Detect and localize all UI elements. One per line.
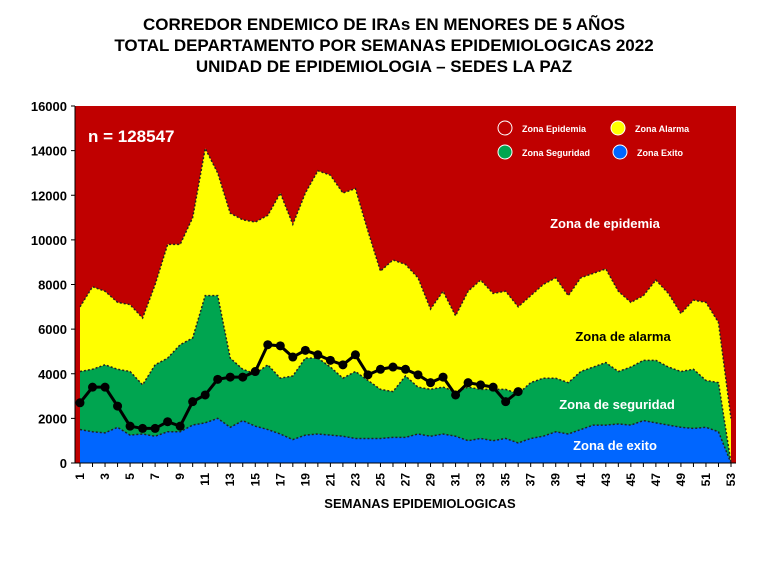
cases-point	[100, 382, 110, 392]
x-tick-label: 15	[248, 473, 262, 487]
cases-point	[213, 374, 223, 384]
legend-label: Zona Seguridad	[522, 148, 590, 158]
x-tick-label: 41	[574, 473, 588, 487]
cases-point	[125, 421, 135, 431]
cases-point	[426, 378, 436, 388]
cases-point	[238, 372, 248, 382]
x-tick-label: 7	[148, 473, 162, 480]
legend-marker	[497, 144, 513, 160]
y-tick-label: 14000	[31, 144, 67, 159]
zone-label-alarma: Zona de alarma	[575, 329, 671, 344]
y-tick-label: 12000	[31, 188, 67, 203]
y-tick-label: 2000	[38, 411, 67, 426]
chart-title-line-3: UNIDAD DE EPIDEMIOLOGIA – SEDES LA PAZ	[195, 57, 573, 76]
cases-point	[313, 350, 323, 360]
x-tick-label: 45	[624, 473, 638, 487]
chart-title-line-2: TOTAL DEPARTAMENTO POR SEMANAS EPIDEMIOL…	[114, 36, 654, 55]
cases-point	[325, 355, 335, 365]
cases-point	[463, 378, 473, 388]
x-tick-label: 27	[399, 473, 413, 487]
cases-point	[175, 421, 185, 431]
x-tick-label: 29	[424, 473, 438, 487]
cases-point	[163, 417, 173, 427]
zone-label-exito: Zona de exito	[573, 438, 657, 453]
zone-alarma-area-border	[79, 146, 732, 419]
cases-point	[513, 387, 523, 397]
cases-point	[350, 350, 360, 360]
cases-point	[476, 380, 486, 390]
cases-point	[401, 364, 410, 374]
cases-point	[363, 370, 373, 380]
x-tick-label: 51	[699, 473, 713, 487]
zone-seguridad-area-border	[79, 294, 732, 464]
x-axis-label: SEMANAS EPIDEMIOLOGICAS	[324, 496, 516, 511]
legend-label: Zona Exito	[637, 148, 684, 158]
cases-point	[375, 364, 385, 374]
zone-exito-area-border	[79, 417, 732, 464]
legend-marker	[612, 144, 628, 160]
cases-point	[188, 397, 198, 407]
cases-point	[488, 382, 498, 392]
cases-point	[275, 341, 285, 351]
x-tick-label: 31	[449, 473, 463, 487]
zone-label-seguridad: Zona de seguridad	[559, 397, 675, 412]
cases-point	[150, 423, 160, 433]
cases-point	[300, 345, 310, 355]
x-tick-label: 49	[674, 473, 688, 487]
x-tick-label: 23	[348, 473, 362, 487]
legend-marker	[497, 120, 513, 136]
cases-point	[200, 390, 210, 400]
y-tick-label: 6000	[38, 322, 67, 337]
cases-point	[288, 352, 298, 362]
cases-point	[388, 362, 398, 372]
x-tick-label: 43	[599, 473, 613, 487]
cases-point	[88, 382, 98, 392]
n-annotation: n = 128547	[88, 127, 175, 146]
x-tick-label: 11	[198, 473, 212, 486]
legend-label: Zona Epidemia	[522, 124, 587, 134]
legend-marker	[610, 120, 626, 136]
y-tick-label: 10000	[31, 233, 67, 248]
cases-point	[225, 372, 235, 382]
x-tick-label: 53	[724, 473, 738, 487]
cases-point	[438, 372, 448, 382]
x-tick-label: 9	[173, 473, 187, 480]
cases-point	[338, 360, 348, 370]
cases-point	[75, 398, 85, 408]
y-tick-label: 0	[60, 456, 67, 471]
chart-title-line-1: CORREDOR ENDEMICO DE IRAs EN MENORES DE …	[142, 15, 626, 34]
y-tick-label: 8000	[38, 278, 67, 293]
x-tick-label: 1	[73, 473, 87, 480]
x-tick-label: 25	[373, 473, 387, 487]
legend-label: Zona Alarma	[635, 124, 690, 134]
zone-label-epidemia: Zona de epidemia	[550, 216, 661, 231]
x-tick-label: 5	[123, 473, 137, 480]
x-tick-label: 21	[323, 473, 337, 487]
zone-exito-area	[80, 418, 731, 463]
cases-point	[138, 423, 148, 433]
cases-point	[113, 401, 123, 411]
x-tick-label: 39	[549, 473, 563, 487]
x-tick-label: 19	[298, 473, 312, 487]
cases-point	[250, 367, 260, 377]
cases-point	[413, 370, 423, 380]
x-tick-label: 3	[98, 473, 112, 480]
x-tick-label: 13	[223, 473, 237, 487]
y-tick-label: 4000	[38, 367, 67, 382]
x-tick-label: 35	[499, 473, 513, 487]
x-tick-label: 47	[649, 473, 663, 487]
x-tick-label: 33	[474, 473, 488, 487]
x-tick-label: 37	[524, 473, 538, 487]
cases-point	[263, 340, 273, 350]
cases-point	[501, 397, 511, 407]
cases-point	[451, 390, 461, 400]
y-tick-label: 16000	[31, 99, 67, 114]
x-tick-label: 17	[273, 473, 287, 487]
